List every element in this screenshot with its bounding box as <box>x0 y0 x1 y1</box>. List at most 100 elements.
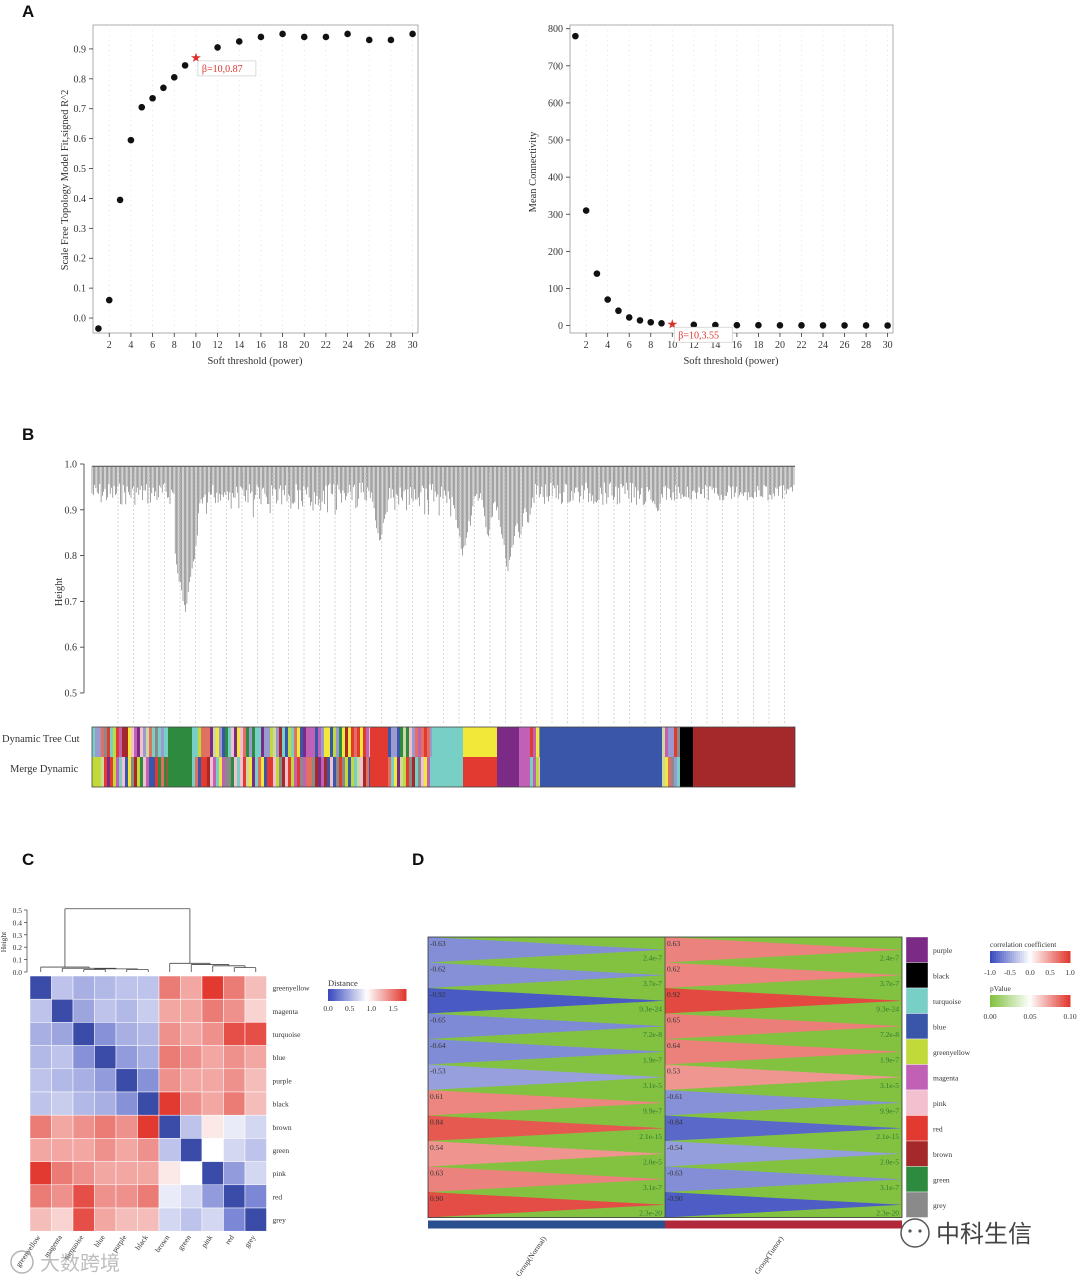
data-point <box>712 321 719 329</box>
y-tick-label: 0.5 <box>65 688 78 699</box>
highlight-label-box <box>197 60 257 77</box>
heatmap-cell <box>29 1114 52 1139</box>
heatmap-cell <box>29 1207 52 1232</box>
heatmap-cell <box>158 1022 181 1046</box>
module-color-swatch <box>905 1115 929 1142</box>
module-color-band <box>400 727 403 757</box>
module-color-band <box>366 727 369 757</box>
x-tick-label: 18 <box>753 340 763 351</box>
correlation-cell <box>665 1115 902 1141</box>
module-color-band <box>406 727 409 757</box>
legend-corr-step <box>1066 951 1069 963</box>
module-color-swatch <box>905 1191 929 1218</box>
legend-p-step <box>996 995 999 1007</box>
legend-p-step <box>1046 995 1049 1007</box>
module-color-band <box>255 757 258 787</box>
heatmap-cell <box>158 1161 181 1186</box>
pvalue-label: 9.9e-7 <box>880 1107 899 1116</box>
legend-p-step <box>1006 995 1009 1007</box>
heatmap-cell <box>201 1138 224 1162</box>
module-color-band <box>143 727 146 757</box>
heatmap-cell <box>180 1207 203 1232</box>
correlation-cell <box>428 1115 665 1141</box>
heatmap-cell <box>137 998 160 1023</box>
correlation-value: -0.53 <box>430 1067 446 1076</box>
heatmap-cell <box>137 1068 160 1093</box>
module-color-band <box>270 727 273 757</box>
module-color-band <box>110 757 113 787</box>
module-color-band <box>665 757 668 787</box>
row-label: pink <box>273 1169 287 1178</box>
heatmap-cell <box>223 1068 246 1093</box>
module-color-band <box>267 757 270 787</box>
legend-gradient-step <box>402 989 405 1001</box>
heatmap-cell <box>51 1161 74 1186</box>
data-point <box>625 314 633 321</box>
heatmap-cell <box>137 1207 160 1232</box>
data-point <box>841 322 848 329</box>
module-color-band <box>228 757 231 787</box>
legend-corr-step <box>1000 951 1003 963</box>
legend-corr-step <box>1060 951 1063 963</box>
heatmap-cell <box>244 1091 267 1116</box>
heatmap-cell <box>51 1114 74 1139</box>
heatmap-cell <box>94 1022 117 1046</box>
plot-frame <box>569 24 894 334</box>
legend-corr-step <box>1004 951 1007 963</box>
module-color-band <box>137 727 140 757</box>
heatmap-cell <box>72 1161 95 1186</box>
heatmap-cell <box>29 1045 52 1070</box>
watermark-right: 中科生信 <box>900 1218 1032 1248</box>
heatmap-cell <box>51 975 74 1000</box>
dendro-y-label: Height <box>0 931 8 952</box>
legend-p-step <box>1018 995 1021 1007</box>
group-label: Group(Tumor) <box>752 1234 785 1276</box>
legend-corr-tick: 0.5 <box>1045 968 1055 977</box>
module-label: grey <box>933 1201 947 1210</box>
module-color-band <box>207 757 210 787</box>
module-label: blue <box>933 1022 947 1031</box>
col-label: blue <box>92 1233 107 1249</box>
module-color-band <box>370 757 388 787</box>
heatmap-cell <box>29 1138 52 1162</box>
module-color-band <box>243 727 246 757</box>
data-point <box>387 36 395 44</box>
legend-gradient-step <box>329 989 333 1001</box>
module-color-band <box>330 757 333 787</box>
correlation-value: -0.92 <box>430 990 446 999</box>
y-tick-label: 0.3 <box>74 224 87 235</box>
x-tick-label: 8 <box>172 340 177 351</box>
correlation-cell <box>428 1064 665 1090</box>
module-color-band <box>146 727 149 757</box>
module-color-band <box>155 727 158 757</box>
module-color-band <box>276 727 279 757</box>
legend-corr-tick: -1.0 <box>984 968 996 977</box>
module-color-band <box>231 727 234 757</box>
module-color-band <box>113 727 116 757</box>
correlation-cell <box>428 988 665 1014</box>
correlation-value: -0.64 <box>430 1041 446 1050</box>
module-color-band <box>312 727 315 757</box>
x-tick-label: 28 <box>386 340 396 351</box>
correlation-value: -0.54 <box>667 1143 683 1152</box>
dendro-y-tick-label: 0.0 <box>13 968 23 977</box>
data-point <box>105 296 113 304</box>
dendro-y-tick-label: 0.3 <box>13 931 23 940</box>
module-color-band <box>336 727 339 757</box>
y-tick-label: 0.7 <box>65 597 78 608</box>
module-color-band <box>318 757 321 787</box>
module-color-band <box>536 727 539 757</box>
module-color-band <box>409 757 412 787</box>
legend-p-step <box>1012 995 1015 1007</box>
heatmap-cell <box>51 1207 74 1232</box>
heatmap-cell <box>223 1114 246 1139</box>
module-color-band <box>394 757 397 787</box>
module-color-band <box>134 757 137 787</box>
module-color-band <box>134 727 137 757</box>
group-bar-tumor <box>665 1220 902 1229</box>
heatmap-cell <box>51 1184 74 1209</box>
correlation-value: -0.62 <box>430 965 446 974</box>
pvalue-label: 2.3e-20 <box>639 1209 662 1218</box>
correlation-value: 0.65 <box>667 1016 680 1025</box>
correlation-value: 0.62 <box>667 965 680 974</box>
